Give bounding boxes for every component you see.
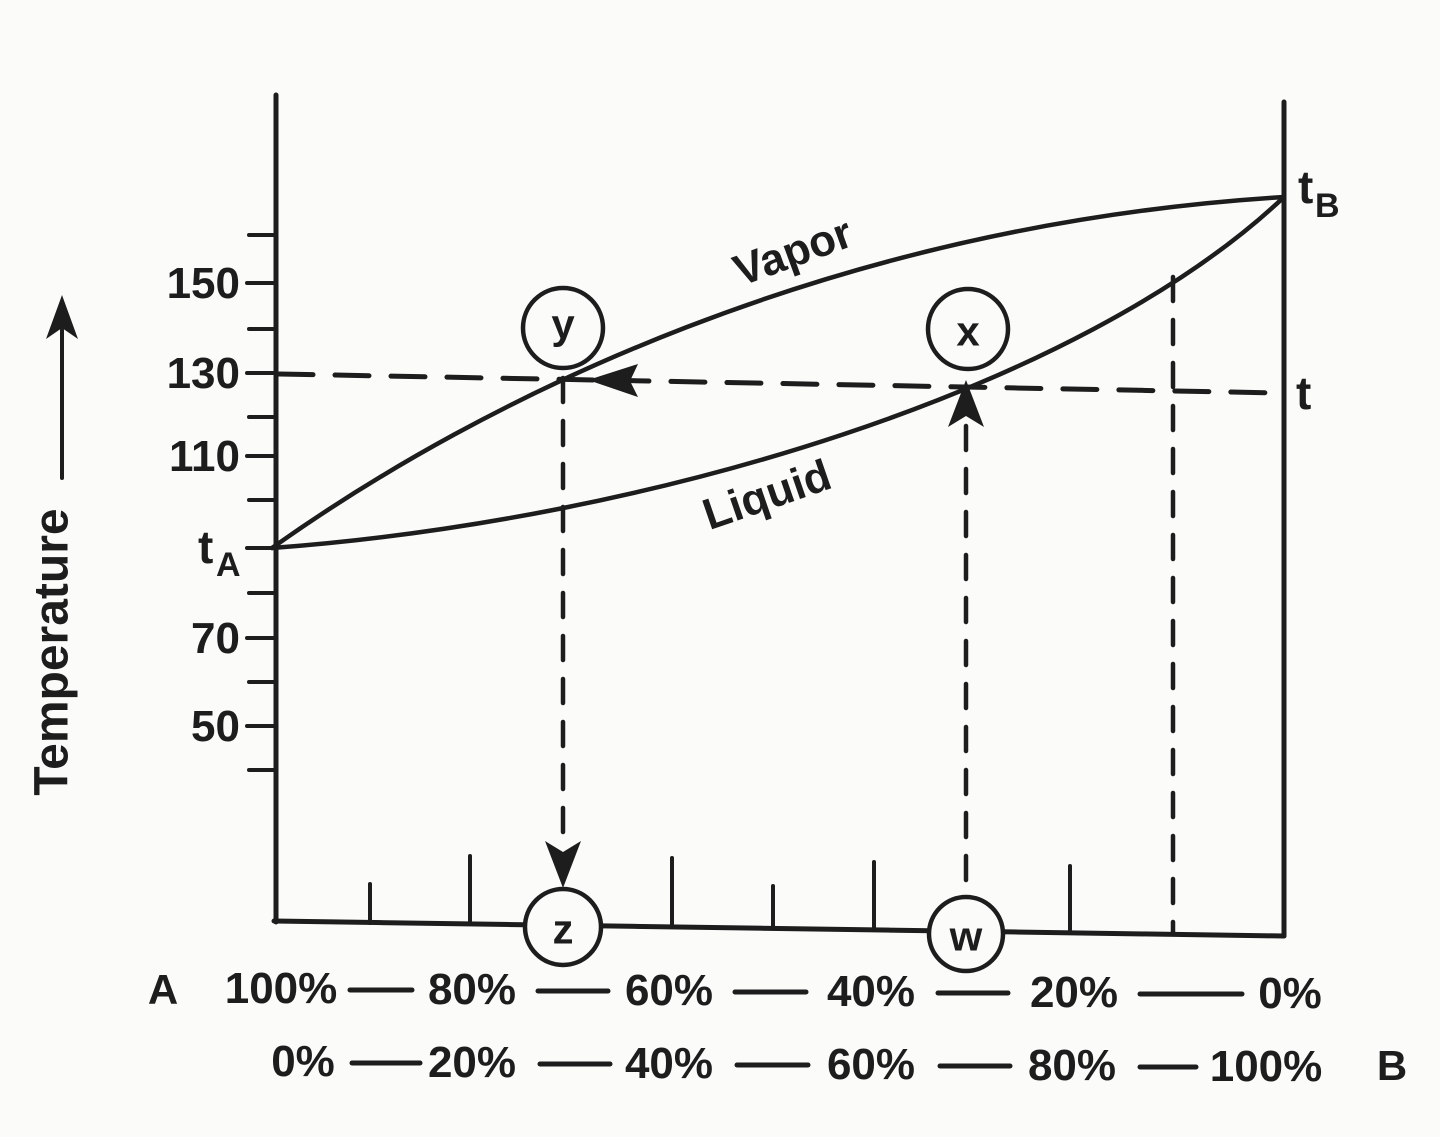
liquid-curve-label: Liquid [697, 450, 838, 539]
point-x-circle [925, 286, 1011, 372]
t-b-label-base: t [1298, 161, 1313, 213]
a-20: 20% [1030, 968, 1118, 1017]
a-row-separators [347, 987, 1245, 997]
x-axis-ticks [368, 854, 1072, 935]
b-100: 100% [1210, 1042, 1323, 1091]
a-40: 40% [827, 967, 915, 1016]
t-label: t [1296, 367, 1311, 419]
t-a-label-sub: A [216, 546, 241, 584]
t-b-label-sub: B [1315, 187, 1340, 225]
axes [271, 92, 1287, 939]
point-w-label: w [949, 913, 983, 960]
circled-points: y x z w [520, 285, 1011, 974]
b-row-separators [349, 1060, 1199, 1070]
dashed-guides [276, 274, 1284, 937]
a-0: 0% [1258, 969, 1322, 1018]
b-scale-row: 0% 20% 40% 60% 80% 100% B [271, 1037, 1407, 1091]
right-edge-labels: t B t [1296, 161, 1340, 419]
down-arrow-to-z [545, 841, 581, 888]
point-w-circle [926, 894, 1006, 974]
a-scale-row: A 100% 80% 60% 40% 20% 0% [148, 964, 1322, 1018]
y-label-150: 150 [167, 259, 240, 308]
y-axis-ticks [245, 233, 278, 772]
y-label-50: 50 [191, 702, 240, 751]
b-60: 60% [827, 1040, 915, 1089]
y-label-110: 110 [169, 432, 240, 481]
y-label-70: 70 [191, 614, 240, 663]
point-z-circle [522, 886, 604, 968]
tie-line-left-arrow [588, 364, 638, 397]
arrowheads [46, 295, 984, 888]
temperature-axis-arrow [46, 295, 78, 339]
b-40: 40% [625, 1039, 713, 1088]
vapor-curve-label: Vapor [727, 208, 859, 296]
liquid-curve [269, 194, 1287, 551]
y-axis-labels: 150 130 110 70 50 t A [167, 259, 241, 751]
b-80: 80% [1028, 1041, 1116, 1090]
point-x-label: x [956, 308, 980, 355]
vapor-curve [269, 194, 1287, 551]
y-label-130: 130 [167, 349, 240, 398]
point-z-label: z [553, 906, 574, 953]
point-y-label: y [551, 301, 575, 348]
y-axis-title: Temperature [26, 508, 79, 795]
b-20: 20% [428, 1038, 516, 1087]
t-a-label-base: t [198, 521, 213, 573]
b-0: 0% [271, 1037, 335, 1086]
a-60: 60% [625, 966, 713, 1015]
component-a-label: A [148, 966, 178, 1013]
a-80: 80% [428, 965, 516, 1014]
x-axis-line [271, 918, 1287, 939]
tie-line-dashed [276, 371, 1284, 396]
a-100: 100% [225, 964, 338, 1013]
up-arrow-to-x [948, 380, 984, 427]
point-y-circle [520, 285, 606, 371]
component-b-label: B [1377, 1042, 1407, 1089]
